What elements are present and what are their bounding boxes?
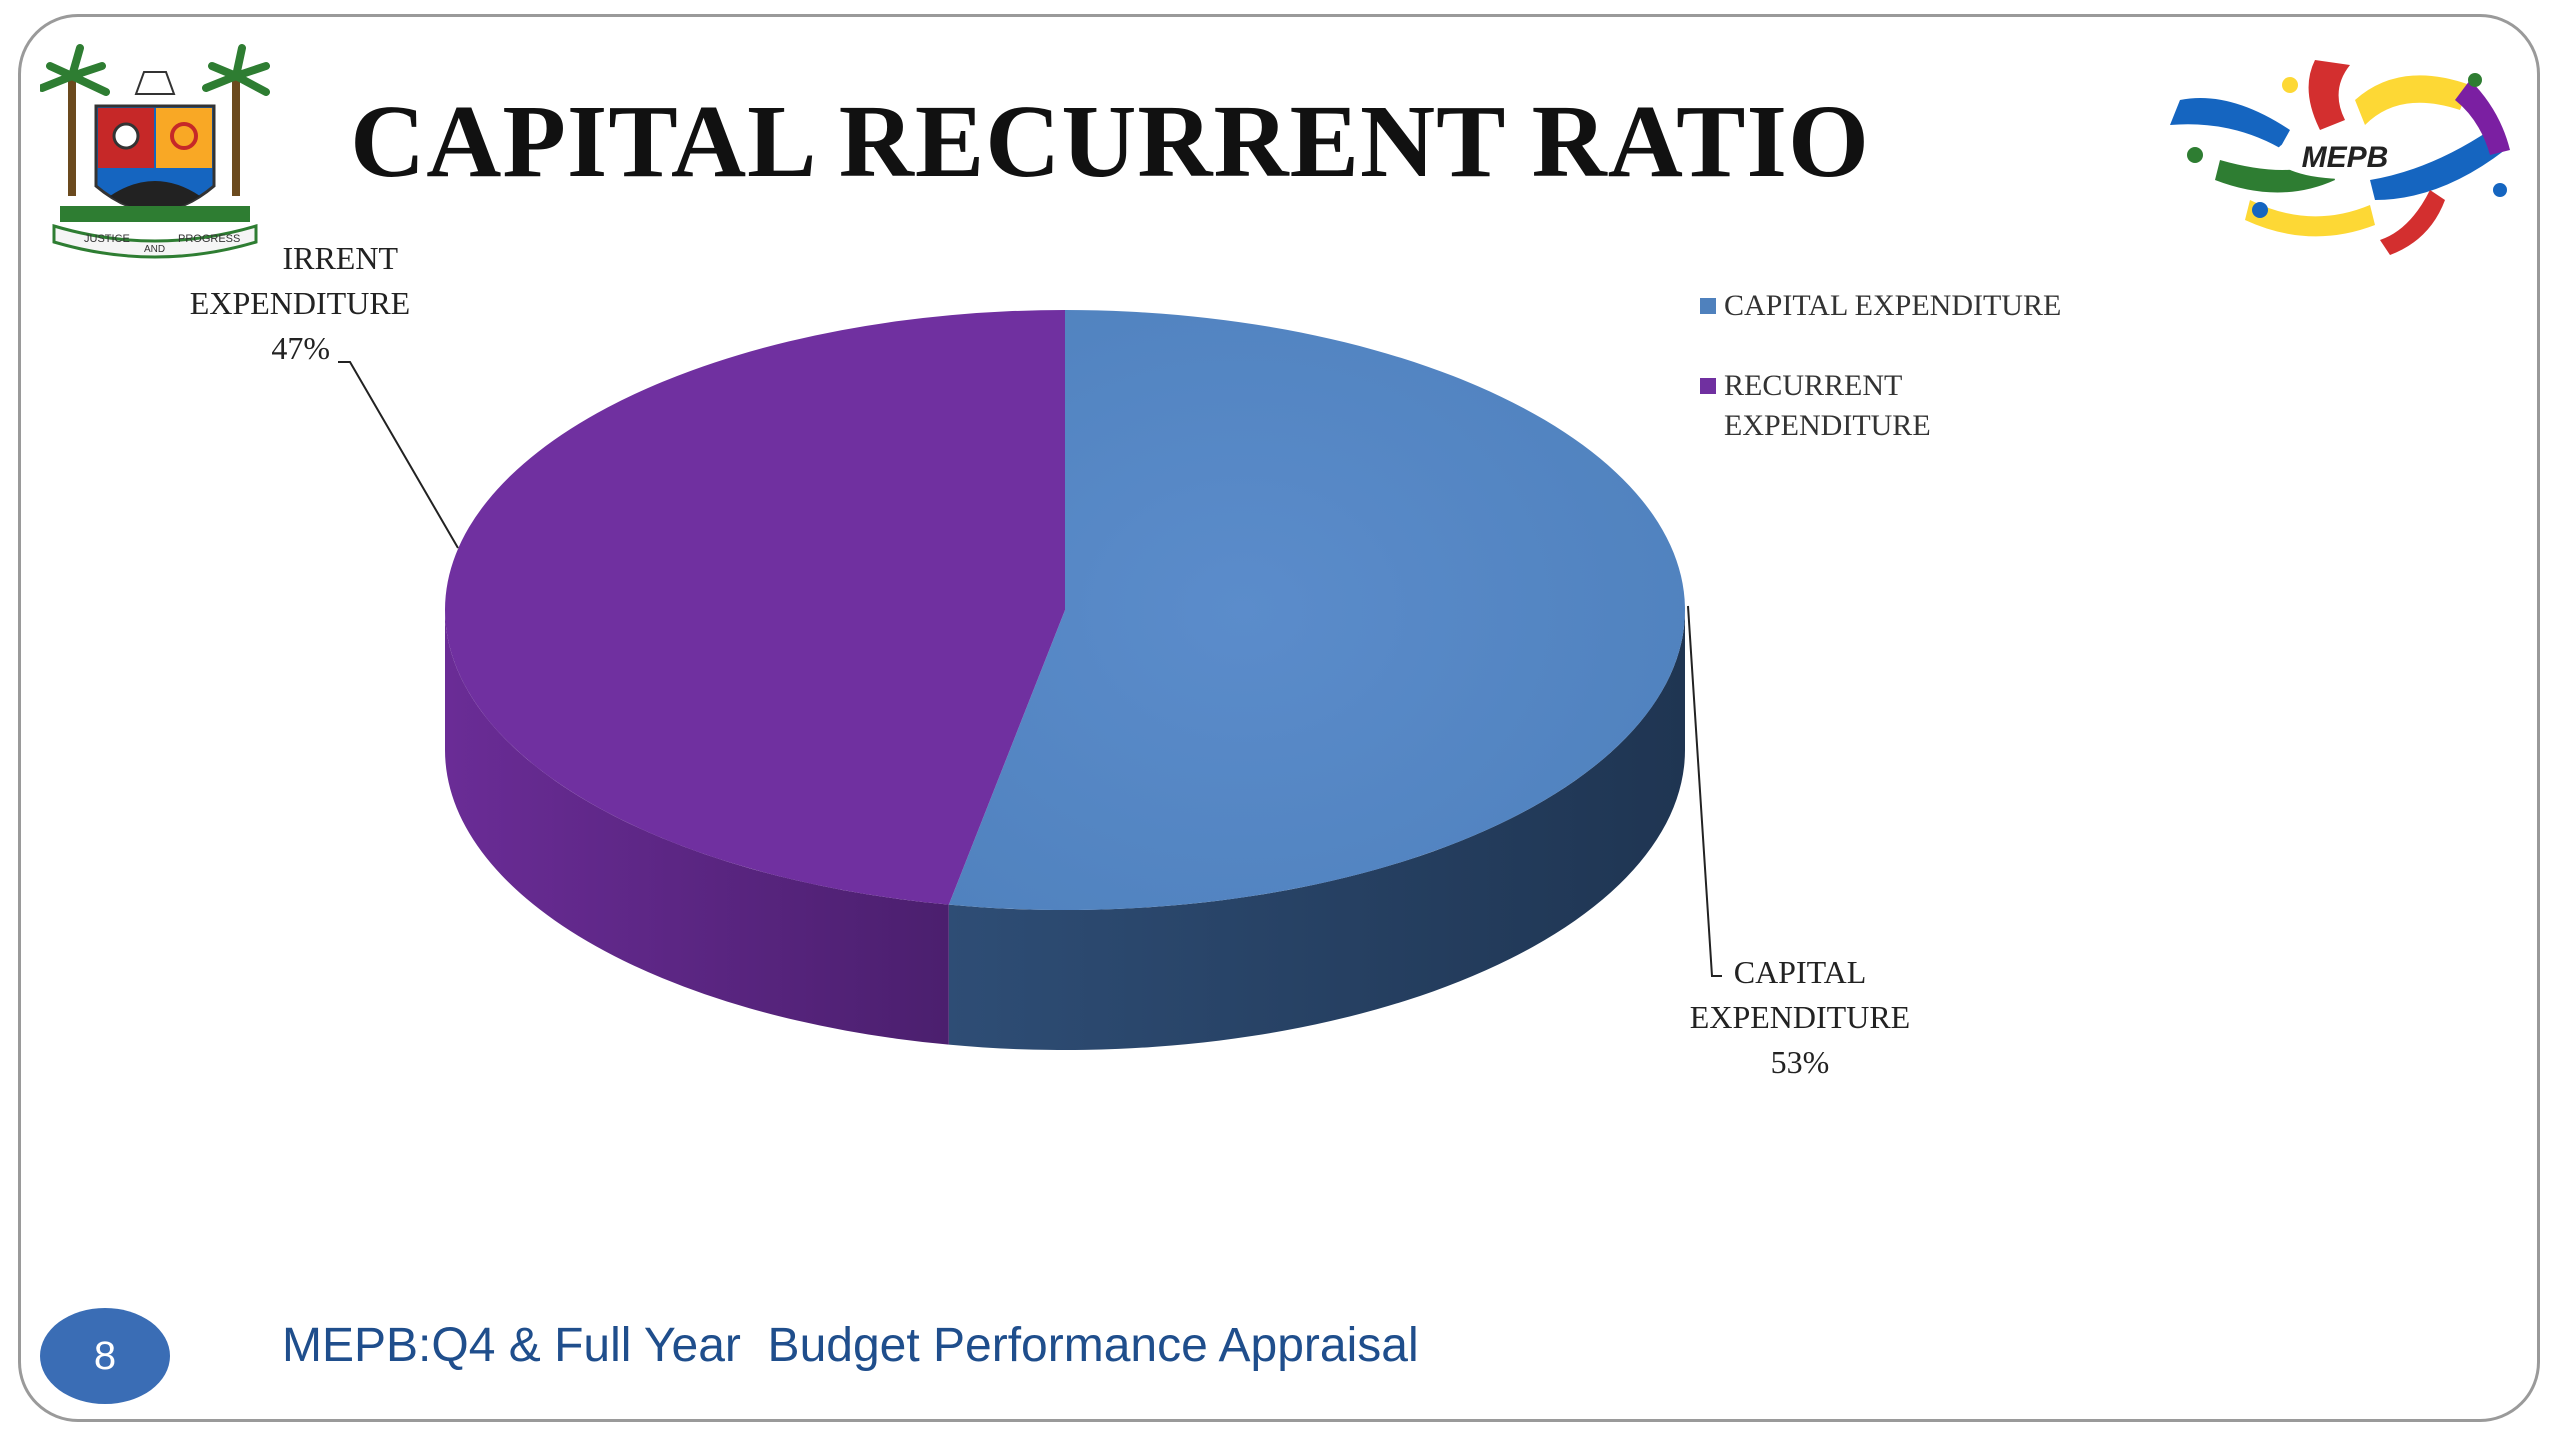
legend-label-recurrent: RECURRENT EXPENDITURE	[1724, 369, 1931, 442]
data-label-capital: CAPITAL EXPENDITURE 53%	[1660, 950, 1940, 1085]
data-label-capital-line2: EXPENDITURE	[1689, 999, 1911, 1035]
legend-item-recurrent: RECURRENT EXPENDITURE	[1700, 366, 1964, 446]
palm-tree-right	[202, 44, 270, 196]
palm-tree-left	[40, 44, 110, 196]
data-label-capital-value: 53%	[1770, 1044, 1830, 1080]
leader-line-recurrent	[338, 361, 459, 549]
legend-label-capital: CAPITAL EXPENDITURE	[1724, 289, 2062, 322]
data-label-capital-line1: CAPITAL	[1733, 954, 1867, 990]
pie-slice-capital	[948, 310, 1685, 910]
slide-title: CAPITAL RECURRENT RATIO	[350, 84, 1870, 199]
pie-slice-recurrent	[444, 310, 1065, 905]
lagos-crest-logo: JUSTICE AND PROGRESS	[40, 44, 270, 259]
data-label-recurrent-value: 47%	[271, 330, 330, 366]
mepb-logo: MEPB	[2170, 60, 2510, 255]
logo-text: MEPB	[2302, 141, 2389, 174]
legend-item-capital: CAPITAL EXPENDITURE	[1700, 286, 2144, 326]
crest-motto-progress: PROGRESS	[178, 233, 240, 245]
pie-side-capital	[948, 610, 1685, 1050]
legend-swatch-capital	[1700, 298, 1716, 314]
legend-swatch-recurrent	[1700, 378, 1716, 394]
data-label-recurrent-line2: EXPENDITURE	[189, 285, 411, 321]
pie-side-recurrent	[445, 610, 949, 1045]
data-label-recurrent-line1: IRRENT	[282, 240, 398, 276]
leader-line-capital	[1687, 605, 1722, 977]
crest-motto-and: AND	[144, 244, 165, 255]
data-label-recurrent: IRRENT EXPENDITURE 47%	[160, 236, 440, 371]
crest-motto-justice: JUSTICE	[84, 233, 130, 245]
footer-text: MEPB:Q4 & Full Year Budget Performance A…	[282, 1319, 1419, 1372]
chart-legend: CAPITAL EXPENDITURE RECURRENT EXPENDITUR…	[1700, 286, 2144, 486]
page-number-badge: 8	[40, 1308, 170, 1404]
